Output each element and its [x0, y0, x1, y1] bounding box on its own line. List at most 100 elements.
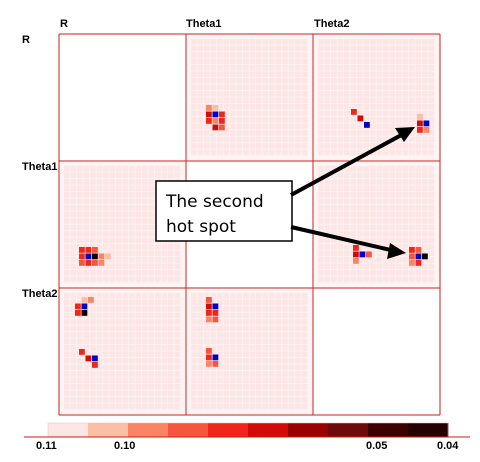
highlight-cell: [415, 253, 422, 260]
heat-cell: [75, 303, 81, 310]
heat-cell: [98, 260, 105, 266]
annotation-line-1: The second: [165, 192, 264, 212]
heat-cell: [79, 349, 85, 355]
hot-spot-1-0-0: [79, 247, 111, 266]
legend-tick-2: 0.05: [366, 440, 387, 452]
annotation-line-2: hot spot: [166, 217, 236, 237]
arrow-lower: [290, 225, 406, 259]
heat-cell: [212, 361, 219, 367]
heat-cell: [206, 348, 212, 354]
heat-cell: [417, 127, 423, 133]
arrow-upper: [290, 127, 415, 197]
heat-cell: [417, 120, 423, 127]
heat-cell: [212, 105, 219, 111]
highlight-cell: [359, 251, 366, 258]
panel-r-theta1: [187, 35, 312, 160]
heat-cell: [105, 253, 111, 260]
heat-cell: [206, 310, 212, 316]
panel-theta2-theta1: [187, 289, 312, 414]
highlight-cell: [423, 120, 430, 127]
hot-spot-2-0-0: [75, 297, 94, 316]
highlight-cell: [85, 253, 92, 260]
legend-tick-3: 0.04: [437, 440, 459, 452]
heat-cell: [206, 297, 212, 303]
heat-cell: [415, 247, 422, 253]
heat-cell: [206, 361, 212, 367]
heat-cell: [357, 115, 364, 122]
legend-tick-0: 0.11: [36, 440, 57, 452]
highlight-cell: [81, 303, 88, 310]
heat-cell: [206, 316, 212, 323]
heat-cell: [98, 253, 105, 260]
heat-cell: [75, 310, 81, 316]
heat-cell: [85, 355, 92, 362]
heat-cell: [219, 118, 225, 124]
hot-spot-2-1-0: [206, 297, 219, 323]
heat-cell: [206, 105, 212, 111]
heat-cell: [79, 260, 85, 266]
heat-cell: [206, 354, 212, 361]
highlight-cell: [212, 111, 219, 118]
column-label-r: R: [60, 18, 68, 30]
hot-spot-1-2-1: [409, 247, 428, 266]
highlight-cell: [212, 303, 219, 310]
column-label-theta1: Theta1: [186, 18, 221, 30]
heat-cell: [353, 251, 359, 258]
legend-swatch-7: [328, 423, 369, 437]
heat-cell: [219, 124, 225, 131]
hot-spot-0-2-1: [417, 114, 430, 133]
hot-spot-1-2-0: [353, 245, 372, 264]
legend-swatch-1: [88, 423, 129, 437]
heat-cell: [409, 247, 415, 253]
heat-cell: [409, 253, 415, 260]
legend-swatch-3: [168, 423, 209, 437]
heat-cell: [79, 247, 85, 253]
highlight-cell: [364, 122, 370, 128]
hot-spot-2-0-1: [79, 349, 98, 368]
heat-cell: [212, 316, 219, 323]
heat-cell: [353, 245, 359, 251]
heat-cell: [79, 253, 85, 260]
peak-cell: [92, 253, 98, 260]
panel-r-theta2: [314, 35, 439, 160]
hot-spot-0-2-0: [351, 109, 370, 128]
heat-cell: [206, 118, 212, 124]
row-label-theta1: Theta1: [22, 161, 57, 173]
heat-cell: [92, 247, 98, 253]
highlight-cell: [92, 355, 98, 362]
heat-cell: [81, 297, 88, 303]
panel-theta1-theta2: [314, 162, 439, 287]
heat-cell: [212, 118, 219, 124]
heat-cell: [366, 251, 372, 258]
heat-cell: [415, 260, 422, 266]
heat-cell: [92, 260, 98, 266]
heat-cell: [417, 114, 423, 120]
matrix-grid: [58, 33, 441, 416]
legend-swatch-5: [248, 423, 289, 437]
hot-spot-2-1-1: [206, 348, 219, 367]
legend-swatch-9: [408, 423, 449, 437]
color-legend: [24, 422, 470, 438]
heat-cell: [85, 260, 92, 266]
heat-cell: [85, 247, 92, 253]
legend-swatch-6: [288, 423, 329, 437]
legend-swatch-0: [48, 423, 89, 437]
heat-cell: [212, 310, 219, 316]
heat-cell: [219, 111, 225, 118]
heat-cell: [409, 260, 415, 266]
row-label-r: R: [22, 34, 30, 46]
heat-cell: [353, 258, 359, 264]
heat-cell: [212, 124, 219, 131]
heat-cell: [351, 109, 357, 115]
row-label-theta2: Theta2: [22, 288, 57, 300]
peak-cell: [81, 310, 88, 316]
heat-cell: [206, 303, 212, 310]
heat-cell: [88, 297, 94, 303]
annotation-box: [155, 180, 293, 242]
legend-tick-1: 0.10: [114, 440, 135, 452]
highlight-cell: [212, 354, 219, 361]
legend-swatch-2: [128, 423, 169, 437]
legend-swatch-4: [208, 423, 249, 437]
column-label-theta2: Theta2: [314, 18, 349, 30]
